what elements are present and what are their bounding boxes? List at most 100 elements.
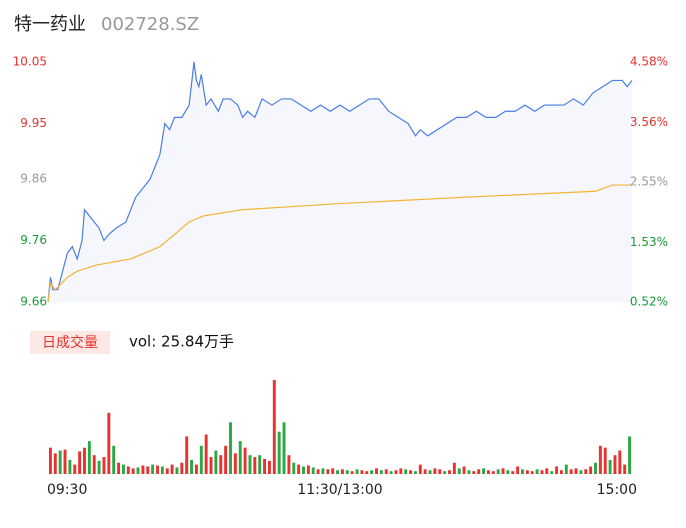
volume-bar: [204, 434, 208, 474]
average-line: [47, 184, 632, 303]
volume-bar: [302, 466, 305, 474]
volume-bar: [486, 470, 490, 474]
volume-bar: [623, 464, 627, 474]
volume-bar: [598, 445, 602, 474]
volume-bar: [559, 470, 563, 474]
volume-bar: [258, 455, 262, 474]
volume-bar: [175, 467, 179, 474]
volume-bar: [146, 466, 150, 474]
volume-bar: [297, 464, 301, 474]
volume-bar: [219, 455, 223, 474]
volume-bar: [107, 412, 111, 474]
volume-bar: [160, 466, 164, 474]
volume-bar: [511, 471, 515, 474]
volume-bar: [350, 471, 354, 474]
volume-bar: [311, 467, 315, 474]
volume-bar: [243, 447, 247, 474]
volume-bar: [370, 470, 374, 474]
y2-tick-label: 4.58%: [630, 55, 668, 69]
volume-bar: [496, 469, 500, 474]
volume-bar: [272, 380, 276, 474]
volume-bar: [112, 445, 116, 474]
volume-bar: [555, 466, 559, 474]
volume-bar: [331, 468, 335, 474]
volume-bar: [428, 470, 432, 474]
volume-bar: [253, 457, 257, 474]
volume-bar: [248, 455, 252, 474]
volume-bar: [292, 462, 296, 474]
y-tick-label: 9.66: [20, 295, 47, 309]
volume-bar: [58, 450, 62, 474]
volume-bar: [68, 459, 72, 474]
volume-bar: [345, 470, 349, 474]
volume-bar: [63, 449, 67, 474]
y2-tick-label: 1.53%: [630, 235, 668, 249]
volume-bar: [569, 469, 573, 474]
volume-bar: [413, 471, 417, 474]
y-tick-label: 9.86: [20, 171, 47, 185]
volume-bar: [102, 457, 106, 474]
volume-bar: [550, 471, 554, 474]
volume-total: vol: 25.84万手: [129, 333, 234, 351]
volume-bar: [472, 471, 476, 474]
volume-bar: [613, 455, 617, 474]
volume-bar: [190, 459, 194, 474]
x-tick-label: 09:30: [47, 482, 87, 498]
volume-bar: [48, 447, 52, 474]
y2-tick-label: 3.56%: [630, 115, 668, 129]
volume-bar: [126, 466, 130, 474]
volume-bar: [452, 462, 456, 474]
volume-bar: [501, 468, 505, 474]
volume-bar: [409, 470, 413, 474]
volume-bar: [73, 464, 77, 474]
x-tick-label: 11:30/13:00: [297, 482, 382, 498]
x-tick-label: 15:00: [597, 482, 637, 498]
volume-bar: [384, 469, 388, 474]
volume-bar: [589, 466, 593, 474]
volume-bar: [574, 468, 578, 474]
stock-name: 特一药业: [14, 14, 86, 35]
volume-bar: [165, 468, 169, 474]
volume-bar: [521, 469, 524, 474]
volume-bar: [404, 469, 408, 474]
volume-bar: [628, 436, 632, 474]
volume-bar: [365, 471, 369, 474]
volume-bar: [477, 469, 481, 474]
volume-bar: [340, 469, 344, 474]
volume-bar: [579, 470, 583, 474]
volume-bar: [491, 471, 495, 474]
volume-bar: [462, 466, 466, 474]
volume-bar: [433, 468, 437, 474]
volume-bar: [540, 470, 544, 474]
volume-tag-bg: [30, 331, 110, 354]
volume-tag: 日成交量: [42, 334, 98, 351]
volume-bar: [506, 470, 510, 474]
volume-bar: [53, 453, 57, 474]
volume-bar: [467, 470, 471, 474]
volume-bar: [535, 469, 539, 474]
volume-bar: [194, 464, 198, 474]
volume-bar: [199, 445, 203, 474]
volume-bar: [233, 453, 237, 474]
y-tick-label: 9.95: [20, 116, 47, 130]
volume-bar: [594, 462, 597, 474]
volume-bar: [482, 468, 486, 474]
volume-bar: [282, 422, 286, 474]
volume-bar: [321, 468, 325, 474]
volume-bar: [306, 465, 310, 474]
volume-bar: [423, 469, 427, 474]
volume-bar: [438, 469, 442, 474]
volume-bar: [457, 468, 461, 474]
volume-bar: [180, 462, 184, 474]
y-tick-label: 9.76: [20, 233, 47, 247]
volume-bar: [229, 422, 232, 474]
volume-bar: [336, 470, 340, 474]
volume-bar: [117, 462, 121, 474]
volume-bar: [170, 464, 174, 474]
volume-bar: [277, 431, 281, 474]
volume-bar: [379, 470, 383, 474]
volume-bar: [618, 450, 622, 474]
volume-bar: [141, 465, 145, 474]
price-line: [47, 61, 633, 303]
